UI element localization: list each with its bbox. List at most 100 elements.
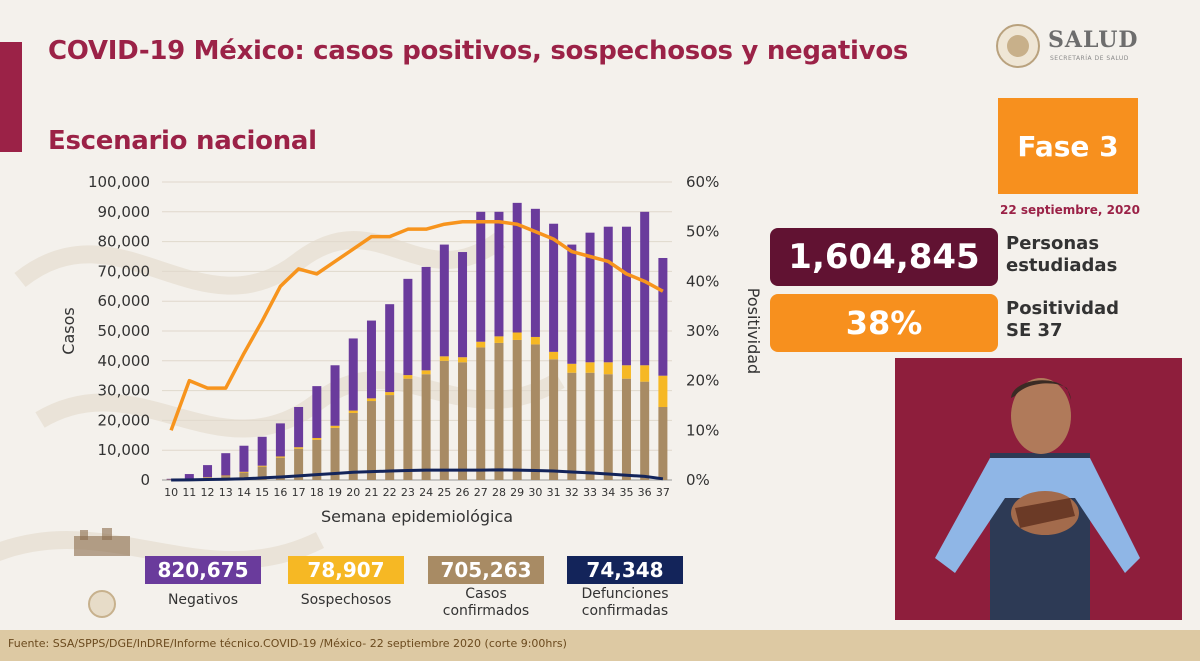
x-tick-label: 26	[456, 486, 470, 499]
x-tick-label: 12	[201, 486, 215, 499]
defunciones-line	[171, 468, 664, 482]
x-tick-label: 18	[310, 486, 324, 499]
bar-negativos	[476, 211, 486, 342]
bar-negativos	[221, 453, 231, 476]
y-axis-title: Casos	[59, 307, 78, 354]
bar-confirmados	[385, 395, 395, 480]
y-tick-label: 70,000	[98, 262, 151, 280]
x-tick-label: 31	[547, 486, 561, 499]
x-tick-label: 15	[255, 486, 269, 499]
x-tick-label: 10	[164, 486, 178, 499]
bar-negativos	[494, 211, 504, 337]
bar-negativos	[621, 226, 631, 366]
x-tick-label: 11	[182, 486, 196, 499]
bar-negativos	[312, 386, 322, 438]
bar-negativos	[257, 436, 267, 466]
bar-negativos	[439, 244, 449, 357]
bar-confirmados	[494, 342, 504, 480]
bar-confirmados	[621, 378, 631, 480]
bar-negativos	[640, 211, 650, 366]
bar-confirmados	[421, 374, 431, 480]
phase-badge: Fase 3	[998, 98, 1138, 194]
positividad-label: Positividad SE 37	[1006, 298, 1120, 341]
y-tick-label: 100,000	[88, 173, 150, 191]
bar-negativos	[366, 320, 376, 399]
bar-confirmados	[476, 347, 486, 480]
bar-confirmados	[603, 374, 613, 480]
y2-tick-label: 20%	[686, 372, 719, 390]
bar-confirmados	[294, 448, 304, 480]
total-casos-label: Casos confirmados	[442, 586, 530, 619]
bar-confirmados	[585, 372, 595, 480]
x-tick-label: 35	[619, 486, 633, 499]
bar-sospechosos	[330, 425, 340, 428]
y-tick-label: 10,000	[98, 441, 151, 459]
bar-negativos	[512, 202, 522, 333]
logo-name: SALUD	[1048, 27, 1139, 53]
interpreter-image	[895, 358, 1182, 620]
bar-confirmados	[275, 457, 285, 480]
bar-negativos	[585, 232, 595, 363]
personas-estudiadas-label: Personas estudiadas	[1006, 233, 1118, 276]
personas-estudiadas-value: 1,604,845	[770, 228, 998, 286]
x-tick-label: 37	[656, 486, 670, 499]
bar-negativos	[421, 266, 431, 371]
bar-sospechosos	[658, 375, 668, 407]
bar-confirmados	[403, 378, 413, 480]
total-negativos-label: Negativos	[167, 592, 239, 608]
bar-sospechosos	[385, 392, 395, 396]
bar-negativos	[658, 257, 668, 376]
bar-sospechosos	[640, 365, 650, 382]
bar-sospechosos	[275, 456, 285, 458]
bar-negativos	[275, 423, 285, 457]
bar-negativos	[203, 465, 213, 478]
y2-tick-label: 60%	[686, 173, 719, 191]
x-axis-title: Semana epidemiológica	[321, 507, 513, 526]
x-tick-label: 23	[401, 486, 415, 499]
bar-sospechosos	[476, 341, 486, 348]
bar-negativos	[403, 278, 413, 376]
x-tick-label: 22	[383, 486, 397, 499]
x-tick-label: 32	[565, 486, 579, 499]
x-tick-label: 34	[601, 486, 615, 499]
bar-confirmados	[549, 359, 559, 480]
bar-sospechosos	[421, 370, 431, 375]
x-tick-label: 16	[273, 486, 287, 499]
sign-language-interpreter-video	[895, 358, 1182, 620]
bar-confirmados	[312, 439, 322, 480]
bar-sospechosos	[348, 410, 358, 413]
bar-sospechosos	[621, 365, 631, 379]
bar-sospechosos	[458, 357, 468, 363]
bar-sospechosos	[221, 475, 231, 477]
x-tick-label: 36	[638, 486, 652, 499]
bar-negativos	[348, 338, 358, 411]
positividad-value: 38%	[770, 294, 998, 352]
bar-sospechosos	[403, 375, 413, 379]
bar-sospechosos	[439, 356, 449, 361]
bar-sospechosos	[549, 351, 559, 360]
x-tick-label: 21	[364, 486, 378, 499]
seal-icon	[996, 24, 1040, 68]
bar-sospechosos	[239, 471, 249, 473]
source-text: Fuente: SSA/SPPS/DGE/InDRE/Informe técni…	[8, 637, 567, 650]
bar-confirmados	[257, 466, 267, 480]
x-tick-label: 29	[510, 486, 524, 499]
bar-negativos	[549, 223, 559, 352]
total-casos-box: 705,263	[428, 556, 544, 584]
x-tick-label: 19	[328, 486, 342, 499]
total-negativos-box: 820,675	[145, 556, 261, 584]
bar-confirmados	[330, 427, 340, 480]
total-sospechosos-box: 78,907	[288, 556, 404, 584]
y-tick-label: 30,000	[98, 382, 151, 400]
bar-negativos	[567, 244, 577, 364]
bar-confirmados	[239, 472, 249, 480]
bar-sospechosos	[366, 398, 376, 402]
total-sospechosos-label: Sospechosos	[300, 592, 392, 608]
x-tick-label: 20	[346, 486, 360, 499]
bar-sospechosos	[585, 362, 595, 373]
accent-bar	[0, 42, 22, 152]
x-tick-label: 25	[437, 486, 451, 499]
page-title: COVID-19 México: casos positivos, sospec…	[48, 36, 909, 66]
y-tick-label: 50,000	[98, 322, 151, 340]
y-tick-label: 40,000	[98, 352, 151, 370]
